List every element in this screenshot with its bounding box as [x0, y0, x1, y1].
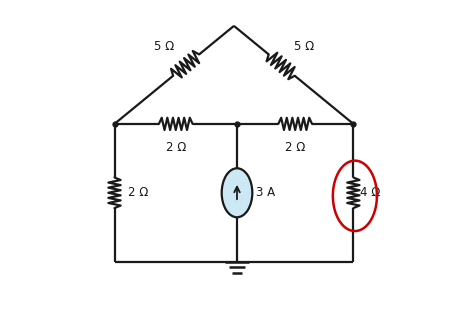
Text: 2 Ω: 2 Ω [285, 141, 305, 154]
Text: 4 Ω: 4 Ω [360, 186, 381, 199]
Text: 2 Ω: 2 Ω [165, 141, 186, 154]
Text: 5 Ω: 5 Ω [294, 40, 314, 53]
Ellipse shape [222, 168, 252, 217]
Text: 2 Ω: 2 Ω [128, 186, 149, 199]
Text: 5 Ω: 5 Ω [154, 40, 174, 53]
Text: 3 A: 3 A [256, 186, 275, 199]
